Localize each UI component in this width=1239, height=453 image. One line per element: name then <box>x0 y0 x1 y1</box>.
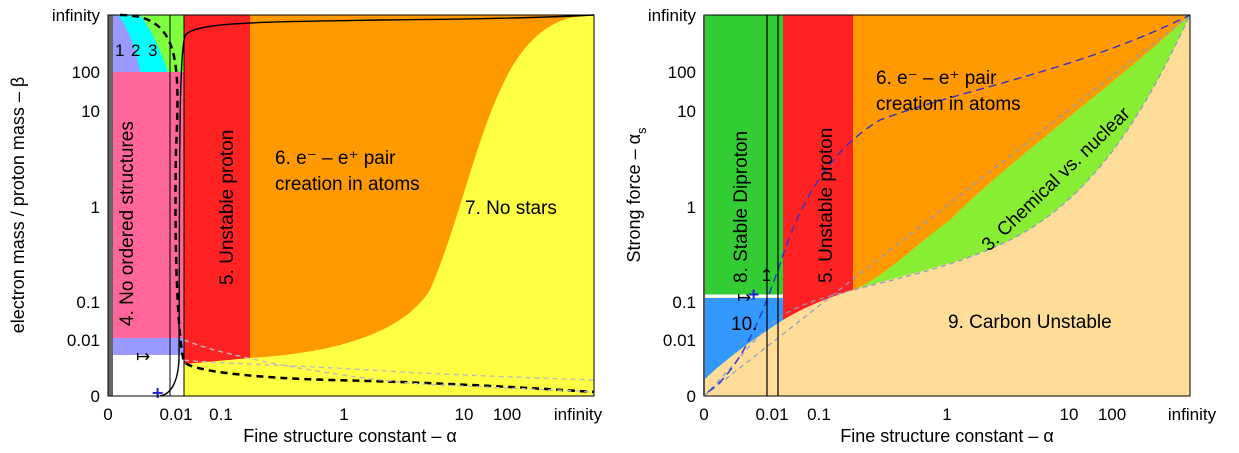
right-region-6-label-line1: 6. e⁻ – e⁺ pair <box>876 68 997 89</box>
left-solid-curve <box>159 14 595 397</box>
region-1 <box>108 15 140 72</box>
left-plot-frame <box>107 14 595 397</box>
left-x-axis-label: Fine structure constant – α <box>243 426 457 446</box>
right-region-8-label: 8. Stable Diproton <box>731 131 752 283</box>
right-region-6-pair-creation <box>853 15 1190 290</box>
right-xtick-1: 1 <box>942 405 951 424</box>
right-ytick-0.01: 0.01 <box>663 331 696 350</box>
left-region-1-label: 1 <box>115 41 124 60</box>
right-plot-area: ↦ ↦ 8. Stable Diproton 5. Unstable proto… <box>703 14 1191 397</box>
left-xtick-0: 0 <box>103 405 112 424</box>
left-region-3-label: 3 <box>148 41 157 60</box>
left-xtick-infinity: infinity <box>554 405 603 424</box>
region-7-lower-wedge <box>184 358 594 396</box>
right-xtick-infinity: infinity <box>1168 405 1217 424</box>
right-ytick-0.1: 0.1 <box>672 293 696 312</box>
right-xtick-0.1: 0.1 <box>807 405 831 424</box>
left-xtick-0.01: 0.01 <box>159 405 192 424</box>
left-y-axis-label: electron mass / proton mass – β <box>8 77 28 333</box>
left-region-5-label: 5. Unstable proton <box>217 130 238 285</box>
left-x-ticks: 0 0.01 0.1 1 10 100 infinity <box>103 405 602 424</box>
left-ytick-0.1: 0.1 <box>76 293 100 312</box>
left-xtick-0.1: 0.1 <box>209 405 233 424</box>
region-5-unstable-proton <box>184 15 250 365</box>
left-xtick-10: 10 <box>455 405 474 424</box>
left-ytick-100: 100 <box>72 63 100 82</box>
right-y-ticks: infinity 100 10 1 0.1 0.01 0 <box>648 6 697 406</box>
left-region-2-label: 2 <box>131 41 140 60</box>
left-dashed-curve-light-1 <box>183 359 595 381</box>
left-plot-area: ↦ 1 2 3 4. No ordered structures 5. Unst… <box>108 13 595 398</box>
left-ytick-10: 10 <box>81 102 100 121</box>
right-region-5-label: 5. Unstable proton <box>816 128 837 283</box>
right-ytick-infinity: infinity <box>648 6 697 25</box>
right-chart: ↦ ↦ 8. Stable Diproton 5. Unstable proto… <box>624 6 1217 446</box>
right-dashed-curve-light-2 <box>703 14 1191 397</box>
left-y-ticks: infinity 100 10 1 0.1 0.01 0 <box>52 6 101 406</box>
left-ytick-0.01: 0.01 <box>67 331 100 350</box>
right-y-axis-label-sub: s <box>634 127 649 134</box>
left-region-6-label-line1: 6. e⁻ – e⁺ pair <box>275 148 396 169</box>
region-1-lower-band <box>108 338 184 355</box>
left-marker-label: ↦ <box>136 347 150 366</box>
right-region-10 <box>704 298 783 380</box>
right-x-ticks: 0 0.01 0.1 1 10 100 infinity <box>699 405 1216 424</box>
left-xtick-100: 100 <box>493 405 521 424</box>
right-region-8-stable-diproton <box>704 15 783 295</box>
right-region-6-label-line2: creation in atoms <box>876 94 1021 115</box>
left-region-7-label: 7. No stars <box>465 198 557 219</box>
left-region-4-label: 4. No ordered structures <box>117 121 138 326</box>
right-ytick-100: 100 <box>668 63 696 82</box>
left-ytick-1: 1 <box>91 198 100 217</box>
left-region-6-label-line2: creation in atoms <box>275 174 420 195</box>
left-axis-band <box>108 15 113 396</box>
left-ytick-0: 0 <box>91 387 100 406</box>
left-chart: ↦ 1 2 3 4. No ordered structures 5. Unst… <box>8 6 603 446</box>
right-xtick-0: 0 <box>699 405 708 424</box>
left-dashed-curve-light-2 <box>183 339 595 393</box>
right-y-axis-label-main: Strong force – α <box>624 134 644 262</box>
right-xtick-100: 100 <box>1098 405 1126 424</box>
left-ytick-infinity: infinity <box>52 6 101 25</box>
right-xtick-10: 10 <box>1060 405 1079 424</box>
right-x-axis-label: Fine structure constant – α <box>840 426 1054 446</box>
right-region-5-unstable-proton <box>783 15 853 320</box>
region-6-pair-creation <box>250 15 594 358</box>
right-y-axis-label: Strong force – αs <box>624 127 649 262</box>
right-xtick-0.01: 0.01 <box>755 405 788 424</box>
right-ytick-10: 10 <box>677 102 696 121</box>
right-region-10-label: 10. <box>731 314 757 335</box>
right-dashed-curve-blue <box>707 14 1191 393</box>
right-our-universe-marker <box>748 289 759 300</box>
right-ytick-0: 0 <box>687 387 696 406</box>
right-marker-label: ↦ <box>737 288 751 307</box>
left-xtick-1: 1 <box>339 405 348 424</box>
region-4-no-ordered-structures <box>108 72 184 338</box>
right-region-9-label: 9. Carbon Unstable <box>948 312 1112 333</box>
right-marker-label-2: ↦ <box>757 268 776 282</box>
right-ytick-1: 1 <box>687 198 696 217</box>
